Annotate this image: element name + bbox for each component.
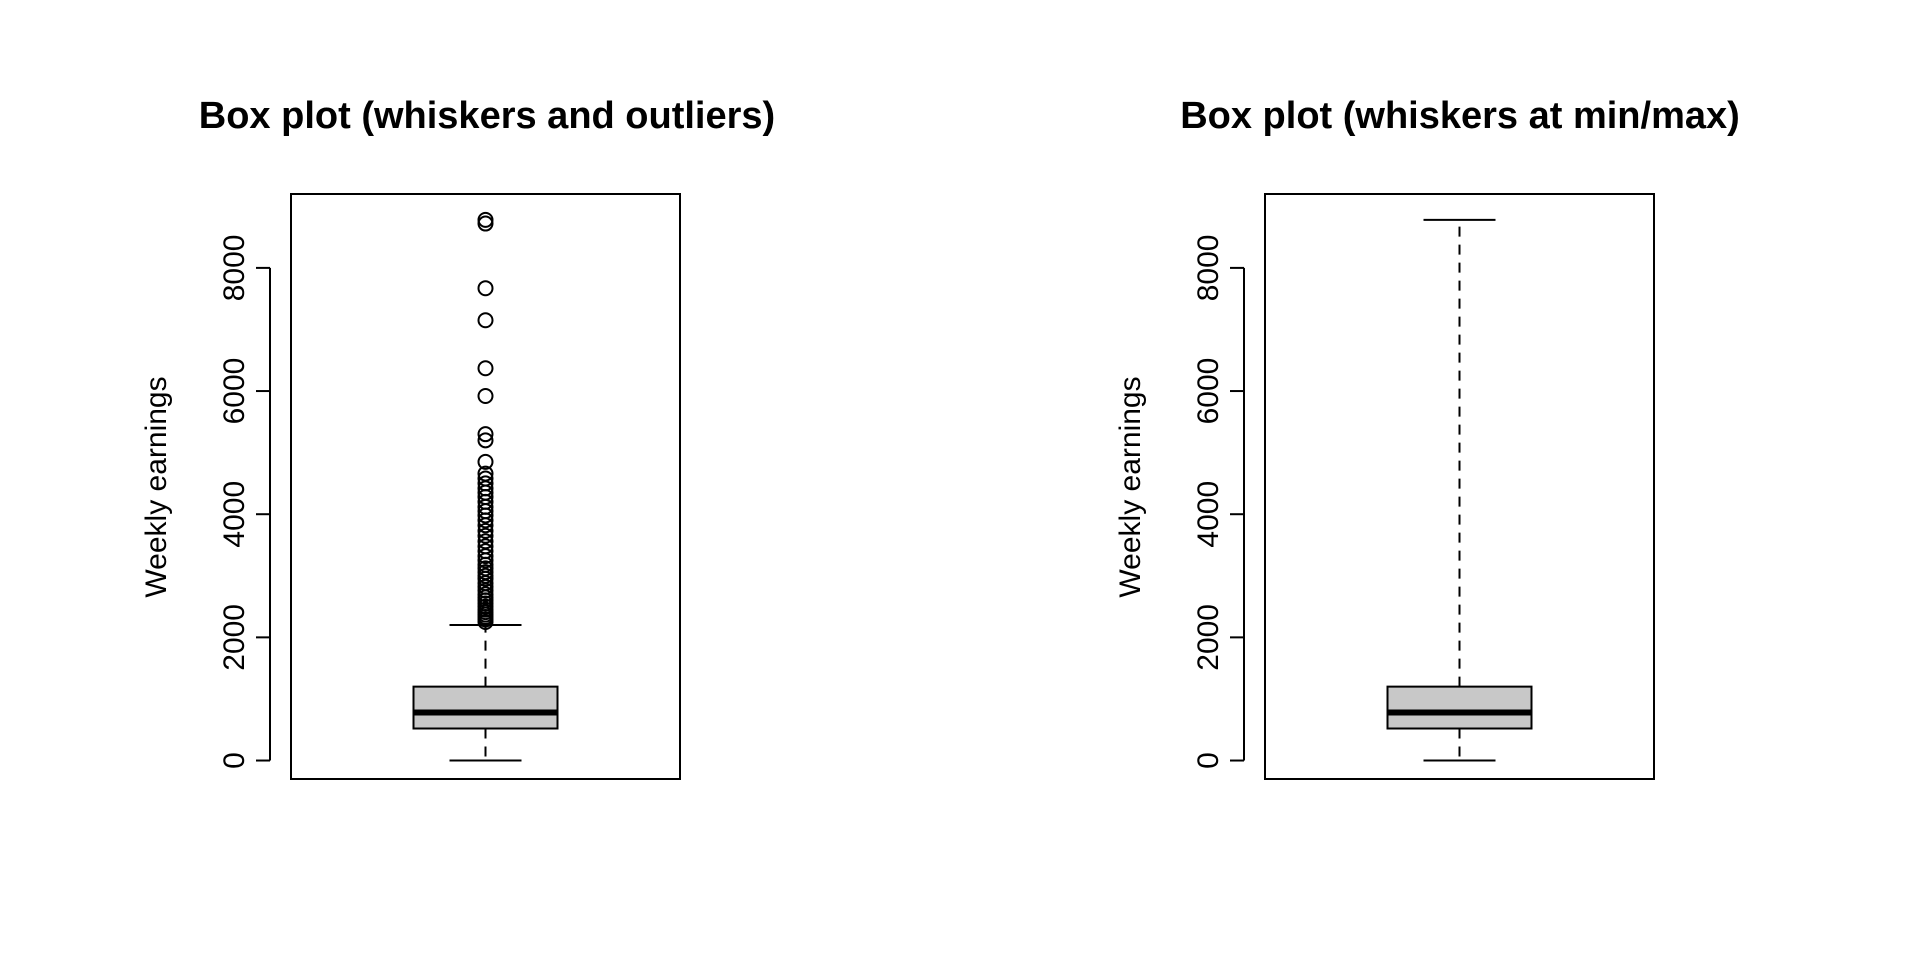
outlier-point <box>477 432 494 449</box>
box-plot <box>1386 218 1533 762</box>
y-tick-label: 8000 <box>1192 235 1225 302</box>
chart-panel-1: Box plot (whiskers and outliers) Weekly … <box>140 95 775 780</box>
y-tick-label: 6000 <box>1192 358 1225 425</box>
y-tick-label: 8000 <box>218 235 251 302</box>
outlier-point <box>477 280 494 297</box>
y-axis: 0 2000 4000 6000 8000 <box>218 235 271 769</box>
y-tick-label: 4000 <box>1192 481 1225 548</box>
iqr-box <box>412 685 559 730</box>
plot-frame <box>1264 193 1655 780</box>
outlier-point <box>477 453 494 470</box>
outlier-point <box>477 475 494 492</box>
outlier-point <box>477 426 494 443</box>
y-tick-label: 2000 <box>1192 604 1225 671</box>
y-tick-label: 0 <box>1192 752 1225 769</box>
y-tick-label: 0 <box>218 752 251 769</box>
y-axis-label: Weekly earnings <box>1114 376 1147 597</box>
y-axis: 0 2000 4000 6000 8000 <box>1192 235 1245 769</box>
plot-frame <box>290 193 681 780</box>
outlier-point <box>477 533 494 550</box>
box-plot <box>412 211 559 762</box>
chart-title: Box plot (whiskers at min/max) <box>1180 95 1740 137</box>
outlier-point <box>477 522 494 539</box>
outlier-point <box>477 360 494 377</box>
outlier-point <box>477 470 494 487</box>
y-axis-label: Weekly earnings <box>140 376 173 597</box>
y-tick-label: 6000 <box>218 358 251 425</box>
outlier-point <box>477 465 494 482</box>
chart-title: Box plot (whiskers and outliers) <box>199 95 775 137</box>
iqr-box <box>1386 685 1533 730</box>
outlier-point <box>477 312 494 329</box>
chart-panel-2: Box plot (whiskers at min/max) Weekly ea… <box>1114 95 1740 780</box>
outlier-point <box>477 211 494 228</box>
outlier-point <box>477 387 494 404</box>
y-tick-label: 2000 <box>218 604 251 671</box>
outlier-point <box>477 543 494 560</box>
outlier-point <box>477 538 494 555</box>
y-tick-label: 4000 <box>218 481 251 548</box>
outlier-point <box>477 527 494 544</box>
